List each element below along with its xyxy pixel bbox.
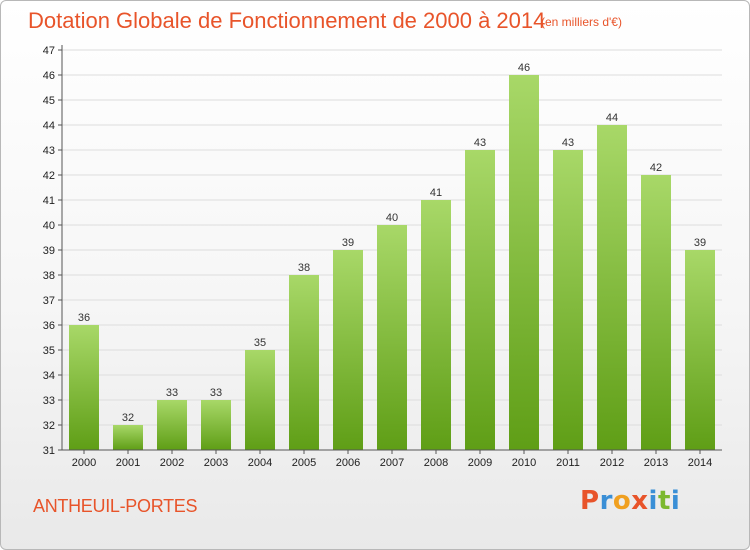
x-tick-label: 2001 xyxy=(116,457,140,469)
data-label: 32 xyxy=(122,412,134,424)
proxiti-logo: Proxiti xyxy=(580,486,680,516)
data-label: 41 xyxy=(430,187,442,199)
x-tick-label: 2007 xyxy=(380,457,404,469)
data-label: 38 xyxy=(298,262,310,274)
data-label: 33 xyxy=(210,387,222,399)
bar xyxy=(685,250,715,450)
y-tick-label: 40 xyxy=(43,220,55,232)
chart-subtitle: (en milliers d'€) xyxy=(541,15,622,29)
y-tick-label: 35 xyxy=(43,345,55,357)
bar xyxy=(597,125,627,450)
bar xyxy=(245,350,275,450)
x-tick-label: 2014 xyxy=(688,457,712,469)
x-tick-label: 2003 xyxy=(204,457,228,469)
y-tick-label: 39 xyxy=(43,245,55,257)
data-label: 44 xyxy=(606,112,618,124)
data-label: 46 xyxy=(518,62,530,74)
y-tick-label: 42 xyxy=(43,170,55,182)
x-tick-label: 2000 xyxy=(72,457,96,469)
data-label: 40 xyxy=(386,212,398,224)
x-tick-label: 2012 xyxy=(600,457,624,469)
y-tick-label: 37 xyxy=(43,295,55,307)
data-label: 42 xyxy=(650,162,662,174)
logo-letter: i xyxy=(670,486,681,516)
commune-name: ANTHEUIL-PORTES xyxy=(33,496,198,516)
y-tick-label: 47 xyxy=(43,45,55,57)
data-label: 43 xyxy=(474,137,486,149)
x-tick-label: 2004 xyxy=(248,457,272,469)
logo-letter: x xyxy=(631,486,649,516)
y-tick-label: 46 xyxy=(43,70,55,82)
bar xyxy=(641,175,671,450)
y-tick-label: 36 xyxy=(43,320,55,332)
data-label: 35 xyxy=(254,337,266,349)
x-tick-label: 2005 xyxy=(292,457,316,469)
bar xyxy=(201,400,231,450)
logo-letter: o xyxy=(612,486,632,516)
y-tick-label: 45 xyxy=(43,95,55,107)
x-tick-label: 2010 xyxy=(512,457,536,469)
data-label: 36 xyxy=(78,312,90,324)
bar xyxy=(509,75,539,450)
y-tick-label: 34 xyxy=(43,370,55,382)
y-tick-label: 41 xyxy=(43,195,55,207)
bar xyxy=(69,325,99,450)
data-label: 43 xyxy=(562,137,574,149)
logo-letter: P xyxy=(580,486,600,516)
y-tick-label: 31 xyxy=(43,445,55,457)
y-tick-label: 32 xyxy=(43,420,55,432)
logo-letter: t xyxy=(657,486,671,516)
bar xyxy=(465,150,495,450)
data-label: 33 xyxy=(166,387,178,399)
bar xyxy=(377,225,407,450)
y-tick-label: 33 xyxy=(43,395,55,407)
x-tick-label: 2008 xyxy=(424,457,448,469)
bar xyxy=(113,425,143,450)
bar xyxy=(421,200,451,450)
bar xyxy=(553,150,583,450)
x-tick-label: 2006 xyxy=(336,457,360,469)
logo-letter: r xyxy=(599,486,613,516)
bar xyxy=(333,250,363,450)
y-tick-label: 38 xyxy=(43,270,55,282)
bar xyxy=(289,275,319,450)
x-tick-label: 2009 xyxy=(468,457,492,469)
x-tick-label: 2011 xyxy=(556,457,580,469)
x-tick-label: 2013 xyxy=(644,457,668,469)
chart-title: Dotation Globale de Fonctionnement de 20… xyxy=(28,8,546,33)
x-tick-label: 2002 xyxy=(160,457,184,469)
y-tick-label: 43 xyxy=(43,145,55,157)
data-label: 39 xyxy=(342,237,354,249)
logo-letter: i xyxy=(648,486,658,516)
bar xyxy=(157,400,187,450)
y-tick-label: 44 xyxy=(43,120,55,132)
data-label: 39 xyxy=(694,237,706,249)
